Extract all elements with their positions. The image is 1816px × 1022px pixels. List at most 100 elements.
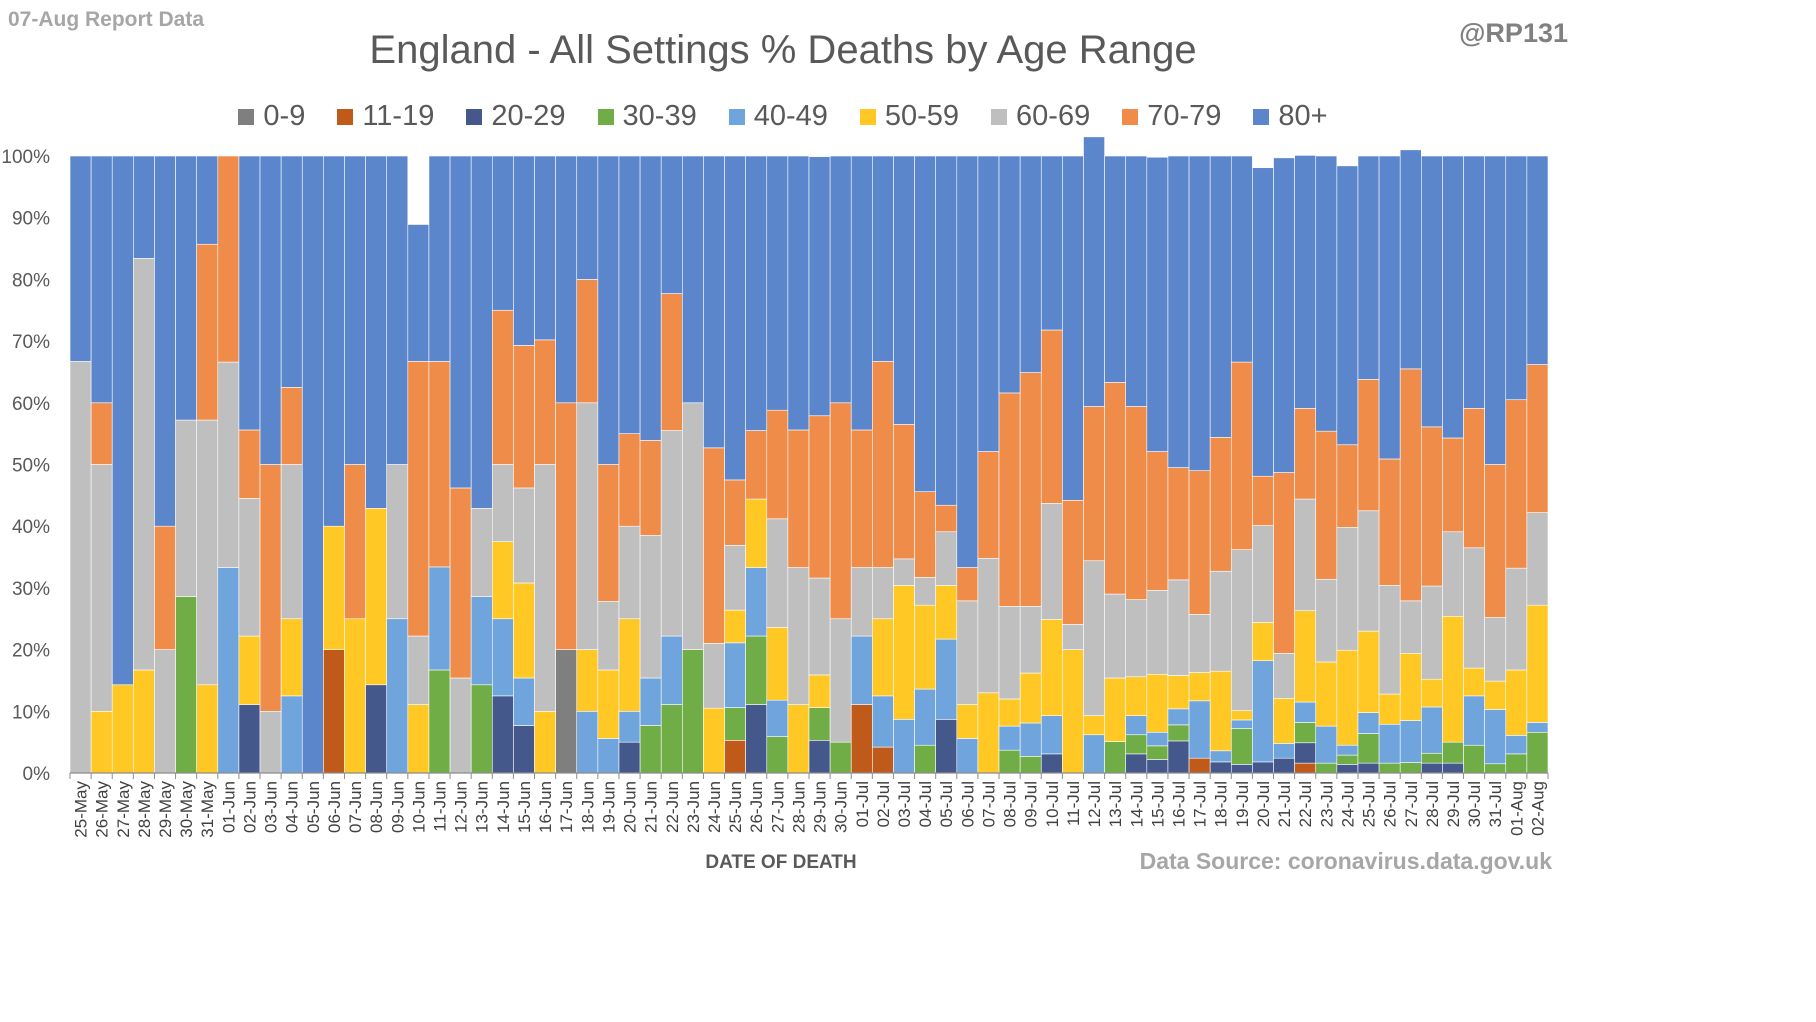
bar-segment [872,155,894,362]
bar-segment [1378,762,1401,774]
x-tick-label: 12-Jul [1085,781,1104,827]
bar-segment [1273,757,1295,774]
bar-segment [766,699,789,737]
bar-segment [1188,700,1211,759]
x-tick-label: 23-Jun [684,781,703,833]
bar-segment [470,596,493,686]
bar-segment [1484,155,1507,465]
bar-segment [1421,678,1443,708]
bar-segment [998,606,1021,700]
bar-segment [1062,155,1084,501]
y-tick-label: 10% [12,702,50,723]
bar-segment [1125,715,1148,736]
bar-segment [1399,762,1422,774]
bar-segment [90,464,113,712]
bar-segment [1336,444,1359,528]
bar-segment [724,545,746,611]
bar-segment [1294,762,1317,774]
bar-segment [1505,399,1528,569]
bar-segment [1526,512,1549,606]
bar-segment [196,684,219,774]
bar-segment [724,609,746,644]
y-tick-label: 30% [12,579,50,600]
legend-item: 11-19 [337,100,434,133]
x-tick-label: 25-May [72,781,91,838]
x-tick-label: 26-May [93,781,112,838]
bar-segment [597,669,620,739]
x-tick-label: 04-Jul [916,781,935,827]
bar-segment [1294,701,1317,723]
bar-segment [1294,610,1317,703]
bar-segment [1188,155,1211,471]
bar-segment [1442,437,1464,533]
bar-segment [576,279,599,404]
x-tick-label: 22-Jul [1296,781,1315,827]
bar-segment [1209,761,1232,774]
bar-segment [1230,764,1253,774]
chart-legend: 0-9 11-19 20-29 30-39 40-49 50-59 60-69 70-79 80… [0,100,1566,133]
x-tick-label: 14-Jul [1127,781,1146,827]
bar-segment [365,508,388,686]
bar-segment [977,451,1000,559]
bar-segment [407,224,430,362]
legend-item: 60-69 [991,100,1090,133]
bar-segment [724,642,746,708]
x-tick-label: 15-Jul [1148,781,1167,827]
bar-segment [1167,740,1190,774]
bar-segment [1505,567,1528,671]
bar-segment [977,557,1000,694]
x-tick-label: 26-Jun [747,781,766,833]
x-tick-label: 30-Jul [1465,781,1484,827]
bar-segment [491,464,514,542]
bar-segment [449,155,472,489]
bar-segment [513,487,535,584]
bar-segment [259,464,282,712]
bar-segment [196,419,219,686]
bar-segment [90,402,113,465]
legend-label: 80+ [1278,100,1328,132]
bar-segment [1442,615,1464,743]
bar-segment [914,688,936,746]
bar-segment [1294,498,1317,612]
bar-segment [724,707,746,741]
bar-segment [1252,660,1274,763]
bar-segment [175,155,197,421]
bar-segment [196,243,219,421]
bar-segment [280,464,303,620]
x-tick-label: 05-Jun [304,781,323,833]
bar-segment [1378,693,1401,725]
bar-segment [1463,155,1485,409]
x-tick-label: 06-Jun [325,781,344,833]
bar-segment [133,669,155,774]
bar-segment [977,692,1000,774]
bar-segment [872,618,894,697]
bar-segment [1230,719,1253,729]
bar-segment [1315,155,1338,432]
legend-label: 40-49 [753,100,828,132]
y-tick-label: 80% [12,270,50,291]
bar-segment [829,618,852,743]
bar-segment [428,566,451,671]
bar-segment [323,155,345,527]
bar-segment [1146,759,1169,774]
bar-segment [555,402,578,650]
bar-segment [69,155,92,362]
bar-segment [872,746,894,774]
bar-segment [576,155,599,280]
bar-segment [1104,741,1127,774]
bar-segment [1442,155,1464,439]
bar-segment [1315,762,1338,774]
bar-segment [1167,708,1190,726]
bar-segment [1399,368,1422,602]
x-tick-label: 11-Jun [431,781,450,832]
x-tick-label: 20-Jul [1254,781,1273,827]
y-tick-label: 70% [12,332,50,353]
bar-segment [491,309,514,465]
bar-segment [217,361,240,568]
bar-segment [344,464,366,620]
x-tick-label: 21-Jun [642,781,661,833]
x-tick-label: 21-Jul [1275,781,1294,827]
bar-segment [850,567,873,637]
bar-segment [766,736,789,774]
bar-segment [808,577,831,676]
